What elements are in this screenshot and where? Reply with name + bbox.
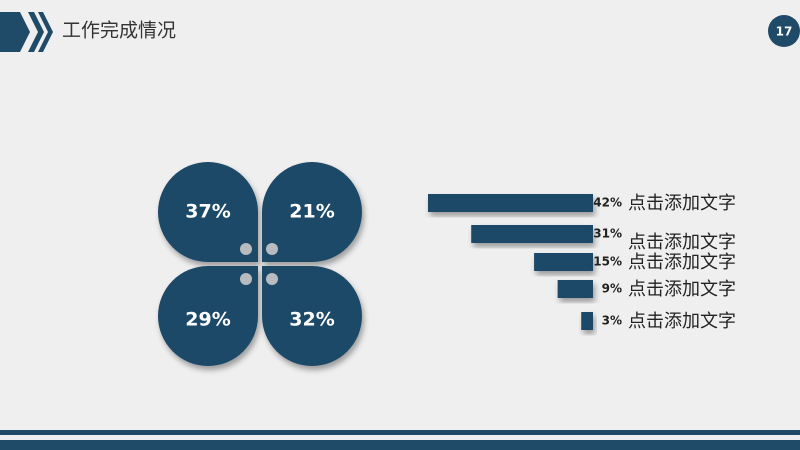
bar-value-label: 42%: [593, 196, 622, 210]
petal-dot: [266, 273, 278, 285]
header-decoration: [0, 12, 800, 450]
petal: [158, 266, 258, 366]
bar-value-label: 31%: [593, 227, 622, 241]
petal-dot: [240, 273, 252, 285]
bar-value-label: 3%: [602, 314, 622, 328]
petal-label: 21%: [289, 201, 334, 223]
petal-dot: [240, 243, 252, 255]
bar: [471, 225, 593, 243]
bar-category: 点击添加文字: [628, 193, 736, 214]
petal: [262, 162, 362, 262]
bar: [428, 194, 593, 212]
petal-label: 37%: [185, 201, 230, 223]
petal: [262, 266, 362, 366]
petal-label: 32%: [289, 309, 334, 331]
bar: [557, 280, 593, 298]
bar-category: 点击添加文字: [628, 252, 736, 273]
petal-label: 29%: [185, 309, 230, 331]
bar-category: 点击添加文字: [628, 311, 736, 332]
slide-title: 工作完成情况: [62, 20, 176, 42]
bar-value-label: 15%: [593, 255, 622, 269]
petal-dot: [266, 243, 278, 255]
bar-category: 点击添加文字: [628, 279, 736, 300]
petal: [158, 162, 258, 262]
bar-value-label: 9%: [602, 282, 622, 296]
bar: [581, 312, 593, 330]
page-number: 17: [776, 25, 793, 39]
bar: [534, 253, 593, 271]
bar-category: 点击添加文字: [628, 232, 736, 253]
